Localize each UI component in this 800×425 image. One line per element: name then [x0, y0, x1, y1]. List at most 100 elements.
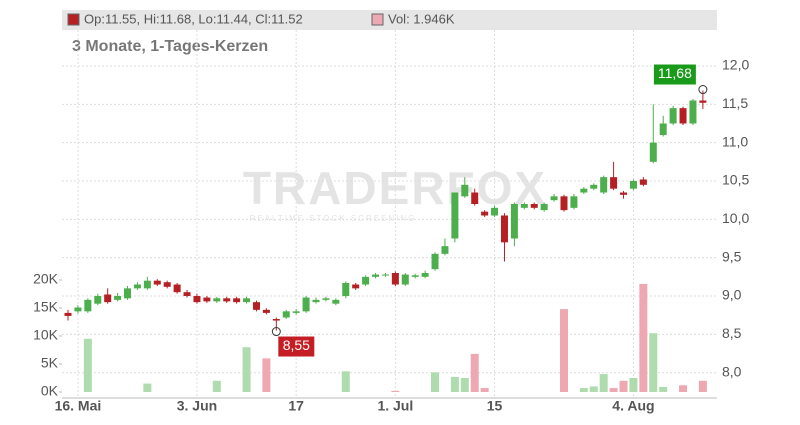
min-label-box	[278, 336, 315, 357]
candle-body	[262, 309, 270, 313]
candle-body	[520, 204, 528, 208]
candle-body	[629, 180, 637, 189]
y-tick-label: 12,0	[722, 57, 749, 73]
volume-bar	[242, 347, 251, 393]
candle-body	[391, 273, 399, 285]
candle-body	[292, 311, 300, 313]
candle-body	[451, 192, 459, 239]
candle-body	[461, 184, 469, 197]
candle-body	[540, 204, 548, 211]
y-tick-label: 8,0	[722, 363, 742, 379]
candle-body	[223, 298, 231, 302]
candle-body	[411, 275, 419, 277]
candle-body	[173, 284, 181, 293]
chart-title: 3 Monate, 1-Tages-Kerzen	[72, 38, 268, 55]
candle-body	[302, 297, 310, 312]
candle-body	[421, 273, 429, 277]
candle-body	[104, 294, 112, 303]
y2-tick-label: 5K	[41, 355, 59, 371]
candle-body	[600, 177, 608, 193]
candle-body	[143, 280, 151, 289]
y-tick-label: 9,0	[722, 287, 742, 303]
volume-bar	[629, 378, 638, 393]
candle-body	[610, 177, 618, 189]
volume-bar	[659, 386, 668, 393]
x-tick-label: 17	[288, 398, 304, 414]
volume-bar	[589, 386, 598, 393]
candle-body	[203, 297, 211, 302]
candle-body	[133, 284, 141, 289]
candle-body	[183, 292, 191, 297]
candle-body	[114, 296, 122, 300]
volume-bar	[649, 333, 658, 393]
volume-bar	[83, 338, 92, 393]
candle-body	[193, 296, 201, 303]
candle-body	[163, 282, 171, 287]
candle-body	[74, 307, 82, 312]
candle-body	[124, 288, 132, 299]
volume-bar	[679, 385, 688, 393]
max-label-box	[653, 64, 696, 85]
candle-body	[481, 211, 489, 216]
candle-body	[362, 276, 370, 285]
y-tick-label: 11,5	[722, 95, 748, 111]
y-tick-label: 11,0	[722, 133, 748, 149]
volume-bar	[391, 390, 400, 393]
candle-body	[620, 192, 628, 195]
candle-body	[659, 123, 667, 135]
candle-body	[401, 274, 409, 285]
candle-body	[679, 108, 687, 124]
candle-body	[312, 299, 320, 303]
candle-body	[550, 196, 558, 201]
candle-body	[64, 312, 72, 316]
volume-bar	[698, 380, 707, 393]
volume-legend: Vol: 1.946K	[388, 11, 455, 26]
watermark-sub: REALTIME STOCK SCREENING	[250, 214, 417, 223]
candle-body	[649, 142, 657, 162]
candle-body	[84, 299, 92, 312]
volume-bar	[262, 358, 271, 393]
ohlc-legend: Op:11.55, Hi:11.68, Lo:11.44, Cl:11.52	[84, 11, 303, 26]
candle-body	[590, 184, 598, 189]
candle-body	[471, 192, 479, 204]
volume-bar	[609, 388, 618, 393]
candle-body	[342, 282, 350, 297]
ohlc-legend-swatch	[67, 13, 80, 26]
candle-body	[491, 207, 499, 216]
y-tick-label: 8,5	[722, 325, 742, 341]
volume-bar	[212, 380, 221, 393]
volume-bar	[619, 380, 628, 393]
candle-body	[233, 298, 241, 303]
min-label: 8,55	[283, 337, 310, 353]
y-tick-label: 10,0	[722, 210, 749, 226]
candle-body	[272, 319, 280, 321]
candle-body	[669, 108, 677, 124]
volume-bar	[560, 309, 568, 393]
candle-body	[441, 246, 449, 254]
candle-body	[213, 298, 221, 302]
y2-tick-label: 0K	[41, 383, 59, 399]
y2-tick-label: 10K	[33, 327, 59, 343]
candle-body	[570, 196, 578, 208]
candle-body	[153, 280, 161, 285]
candle-body	[282, 311, 290, 318]
candle-body	[352, 284, 360, 289]
volume-legend-swatch	[371, 13, 384, 26]
x-tick-label: 1. Jul	[377, 398, 413, 414]
volume-bar	[480, 388, 489, 393]
candle-body	[560, 196, 568, 211]
y2-tick-label: 15K	[33, 299, 59, 315]
y2-tick-label: 20K	[33, 271, 59, 287]
candle-body	[94, 296, 102, 304]
y-tick-label: 9,5	[722, 248, 742, 264]
x-tick-label: 4. Aug	[612, 398, 654, 414]
volume-bar	[431, 372, 440, 393]
max-marker	[698, 85, 708, 95]
candle-body	[332, 299, 340, 304]
candle-body	[500, 215, 508, 243]
min-marker	[271, 327, 281, 337]
candle-body	[689, 100, 697, 124]
legend-bar	[62, 10, 717, 30]
candle-body	[431, 253, 439, 270]
